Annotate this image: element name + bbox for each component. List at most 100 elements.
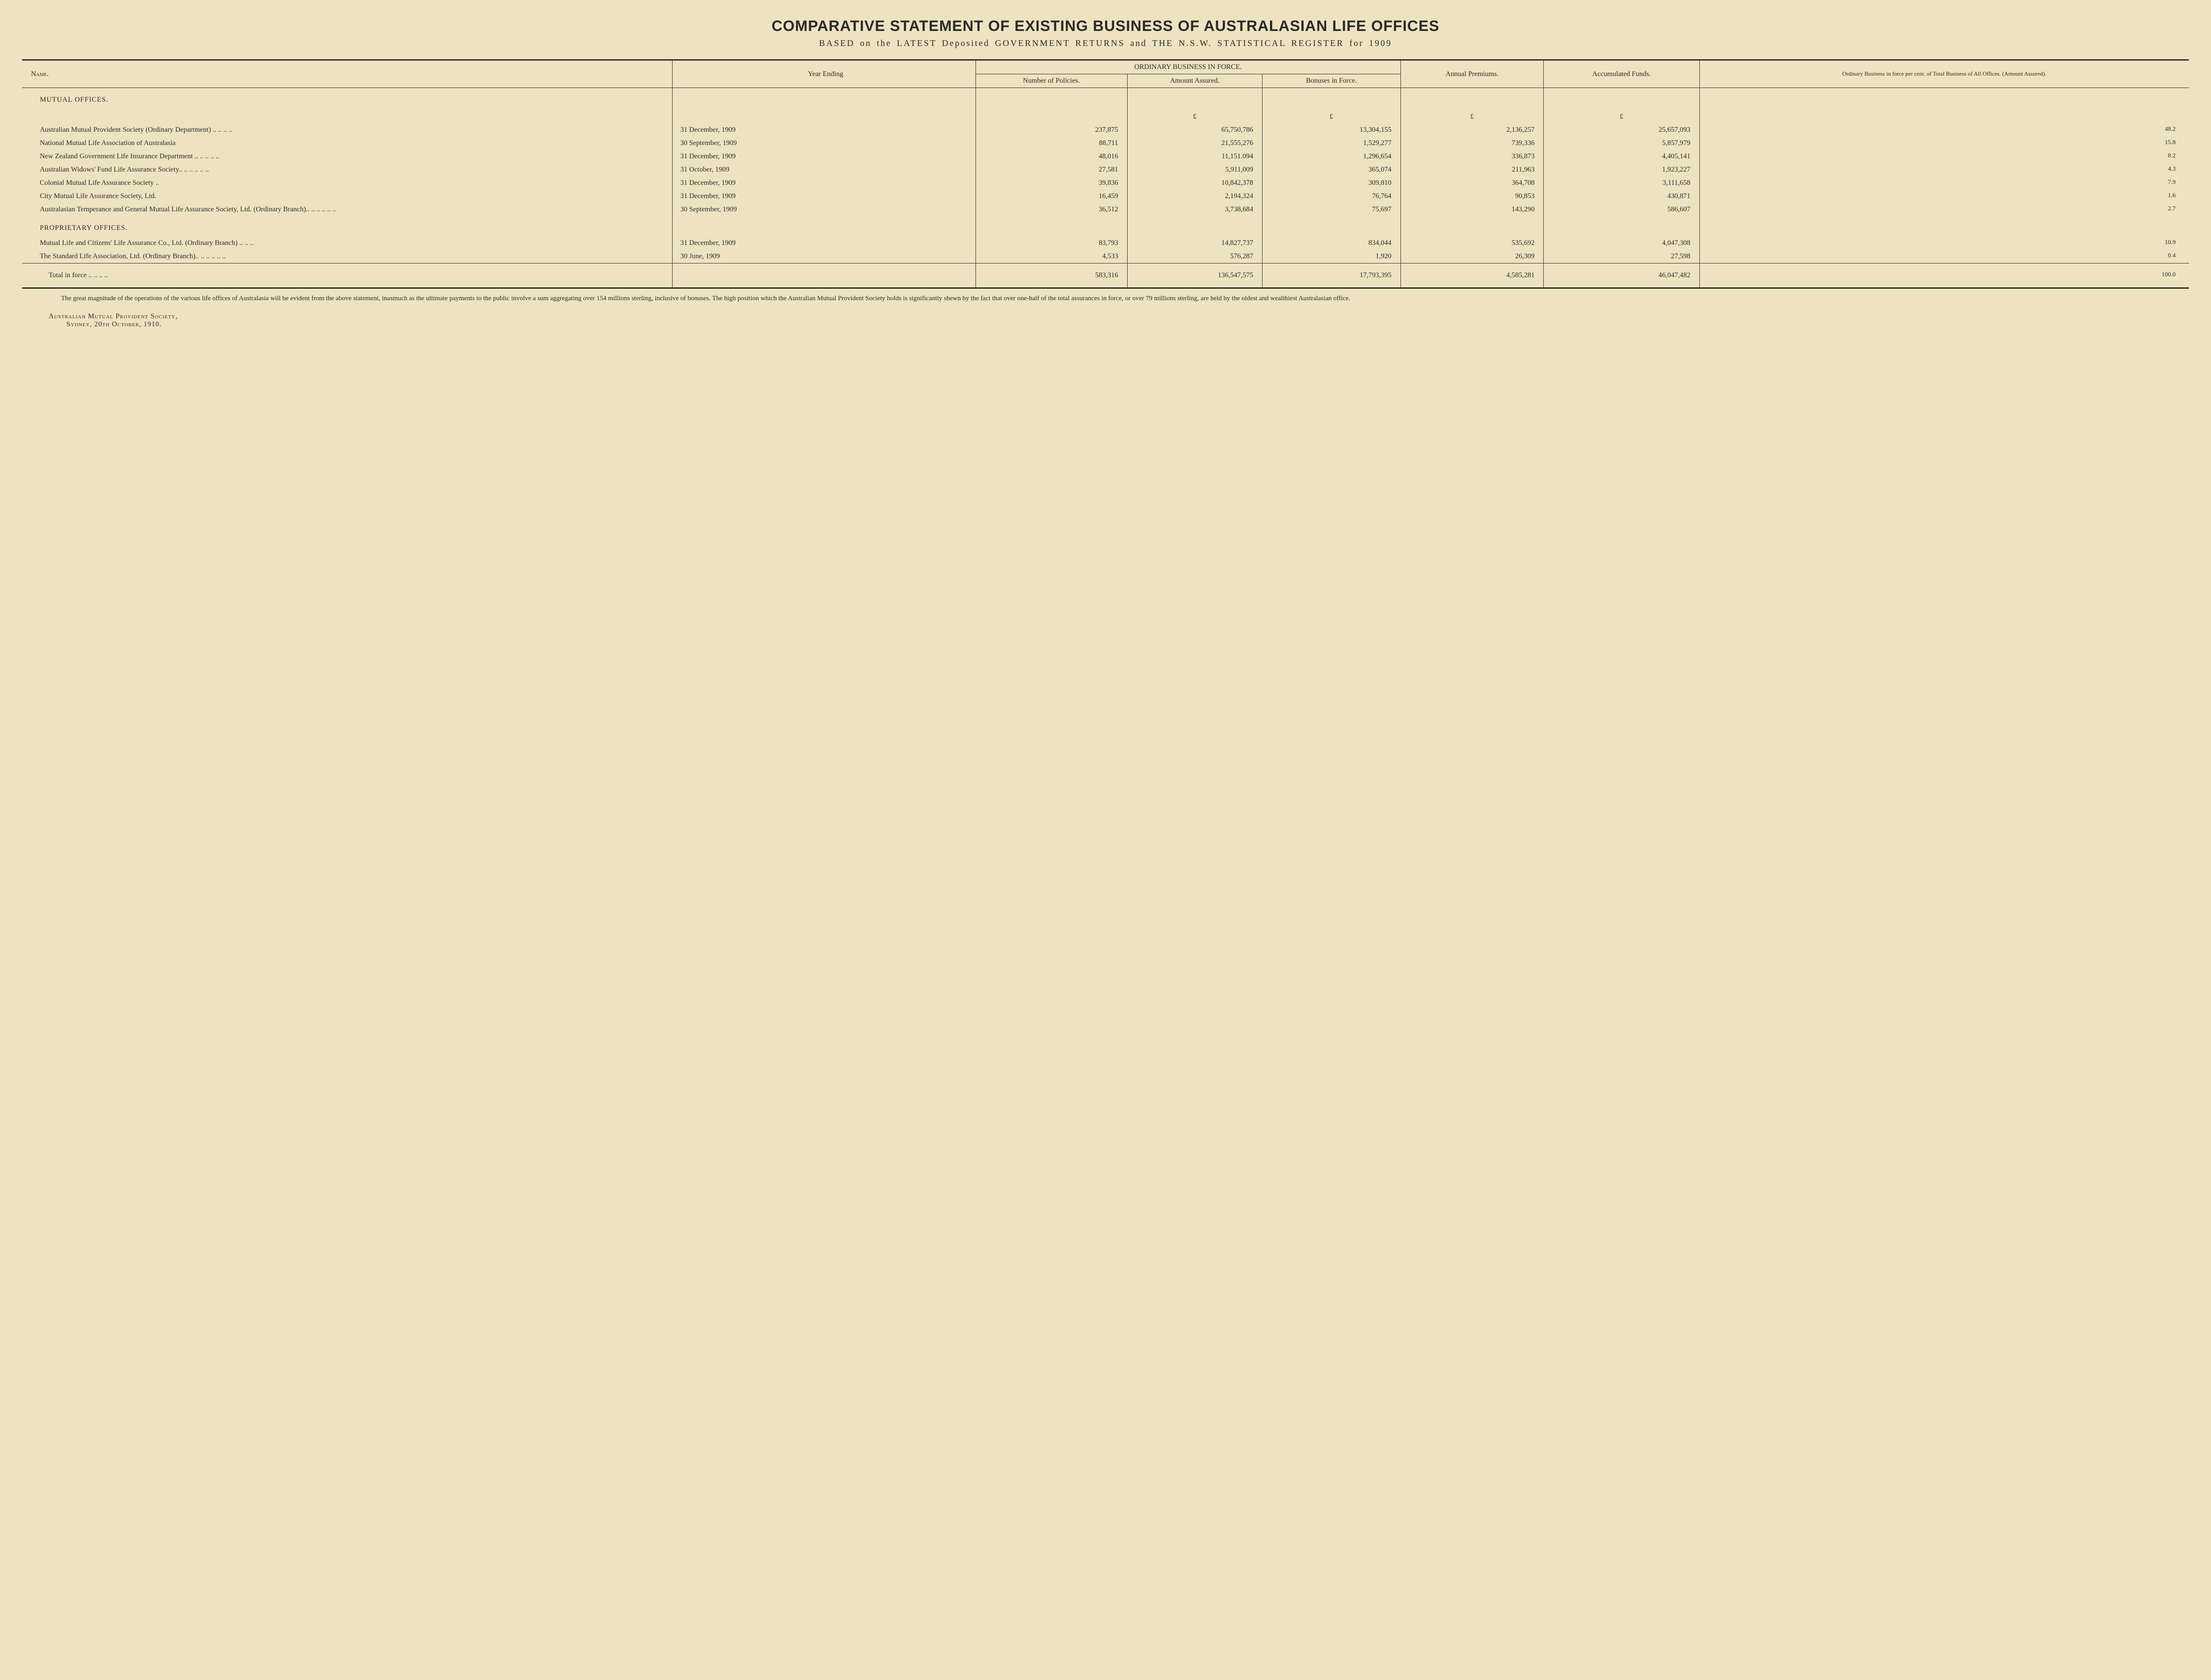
cell-bonuses: 1,296,654 xyxy=(1262,150,1401,163)
section-heading: PROPRIETARY OFFICES. xyxy=(22,216,672,237)
cell-bonuses: 1,920 xyxy=(1262,250,1401,263)
cell-amount: 3,738,684 xyxy=(1127,203,1262,216)
total-policies: 583,316 xyxy=(975,263,1127,288)
cell-premiums: 211,963 xyxy=(1400,163,1544,176)
col-premiums: Annual Premiums. xyxy=(1400,60,1544,88)
page-title: COMPARATIVE STATEMENT OF EXISTING BUSINE… xyxy=(22,18,2189,35)
col-pct: Ordinary Business in force per cent. of … xyxy=(1699,60,2189,88)
col-bonuses: Bonuses in Force. xyxy=(1262,74,1401,88)
cell-pct: 48.2 xyxy=(1699,123,2189,137)
cell-policies: 39,836 xyxy=(975,176,1127,190)
signature-place: Sydney, 20th October, 1910. xyxy=(49,321,2189,328)
cell-pct: 1.6 xyxy=(1699,190,2189,203)
cell-bonuses: 76,764 xyxy=(1262,190,1401,203)
currency-symbol: £ xyxy=(1127,108,1262,123)
cell-amount: 576,287 xyxy=(1127,250,1262,263)
currency-symbol: £ xyxy=(1400,108,1544,123)
cell-name: Australasian Temperance and General Mutu… xyxy=(22,203,672,216)
col-funds: Accumulated Funds. xyxy=(1544,60,1699,88)
cell-funds: 1,923,227 xyxy=(1544,163,1699,176)
cell-name: New Zealand Government Life Insurance De… xyxy=(22,150,672,163)
cell-policies: 16,459 xyxy=(975,190,1127,203)
comparison-table: Name. Year Ending ORDINARY BUSINESS IN F… xyxy=(22,59,2189,289)
cell-amount: 5,911,009 xyxy=(1127,163,1262,176)
cell-funds: 5,857,979 xyxy=(1544,137,1699,150)
cell-year: 30 September, 1909 xyxy=(672,137,975,150)
cell-bonuses: 1,529,277 xyxy=(1262,137,1401,150)
col-name: Name. xyxy=(22,60,672,88)
col-year: Year Ending xyxy=(672,60,975,88)
cell-policies: 27,581 xyxy=(975,163,1127,176)
cell-name: The Standard Life Association, Ltd. (Ord… xyxy=(22,250,672,263)
cell-pct: 7.9 xyxy=(1699,176,2189,190)
cell-funds: 430,871 xyxy=(1544,190,1699,203)
signature-block: Australian Mutual Provident Society, Syd… xyxy=(22,313,2189,328)
cell-pct: 0.4 xyxy=(1699,250,2189,263)
cell-year: 31 December, 1909 xyxy=(672,176,975,190)
cell-year: 30 September, 1909 xyxy=(672,203,975,216)
cell-pct: 2.7 xyxy=(1699,203,2189,216)
cell-bonuses: 834,044 xyxy=(1262,237,1401,250)
cell-amount: 11,151.094 xyxy=(1127,150,1262,163)
signature-org: Australian Mutual Provident Society, xyxy=(49,313,2189,321)
cell-year: 31 October, 1909 xyxy=(672,163,975,176)
cell-pct: 4.3 xyxy=(1699,163,2189,176)
table-row: The Standard Life Association, Ltd. (Ord… xyxy=(22,250,2189,263)
page-subtitle: BASED on the LATEST Deposited GOVERNMENT… xyxy=(22,38,2189,49)
cell-bonuses: 75,697 xyxy=(1262,203,1401,216)
col-amount: Amount Assured. xyxy=(1127,74,1262,88)
total-amount: 136,547,575 xyxy=(1127,263,1262,288)
total-pct: 100.0 xyxy=(1699,263,2189,288)
cell-year: 31 December, 1909 xyxy=(672,237,975,250)
cell-name: Mutual Life and Citizens' Life Assurance… xyxy=(22,237,672,250)
cell-premiums: 26,309 xyxy=(1400,250,1544,263)
cell-name: National Mutual Life Association of Aust… xyxy=(22,137,672,150)
cell-policies: 88,711 xyxy=(975,137,1127,150)
table-row: Colonial Mutual Life Assurance Society .… xyxy=(22,176,2189,190)
cell-amount: 14,827,737 xyxy=(1127,237,1262,250)
table-row: Australian Widows' Fund Life Assurance S… xyxy=(22,163,2189,176)
cell-premiums: 364,708 xyxy=(1400,176,1544,190)
total-premiums: 4,585,281 xyxy=(1400,263,1544,288)
table-row: New Zealand Government Life Insurance De… xyxy=(22,150,2189,163)
cell-year: 31 December, 1909 xyxy=(672,150,975,163)
cell-year: 31 December, 1909 xyxy=(672,190,975,203)
cell-premiums: 535,692 xyxy=(1400,237,1544,250)
cell-premiums: 143,290 xyxy=(1400,203,1544,216)
cell-name: Australian Widows' Fund Life Assurance S… xyxy=(22,163,672,176)
cell-funds: 4,405,141 xyxy=(1544,150,1699,163)
total-funds: 46,047,482 xyxy=(1544,263,1699,288)
cell-funds: 3,111,658 xyxy=(1544,176,1699,190)
cell-year: 31 December, 1909 xyxy=(672,123,975,137)
table-row: National Mutual Life Association of Aust… xyxy=(22,137,2189,150)
currency-symbol: £ xyxy=(1262,108,1401,123)
cell-amount: 21,555,276 xyxy=(1127,137,1262,150)
cell-year: 30 June, 1909 xyxy=(672,250,975,263)
cell-premiums: 90,853 xyxy=(1400,190,1544,203)
cell-funds: 4,047,308 xyxy=(1544,237,1699,250)
table-row: City Mutual Life Assurance Society, Ltd.… xyxy=(22,190,2189,203)
cell-amount: 2,194,324 xyxy=(1127,190,1262,203)
cell-policies: 4,533 xyxy=(975,250,1127,263)
cell-pct: 10.9 xyxy=(1699,237,2189,250)
cell-funds: 25,657,093 xyxy=(1544,123,1699,137)
cell-bonuses: 309,810 xyxy=(1262,176,1401,190)
table-row: Australian Mutual Provident Society (Ord… xyxy=(22,123,2189,137)
table-row: Australasian Temperance and General Mutu… xyxy=(22,203,2189,216)
total-row: Total in force .. .. .. ..583,316136,547… xyxy=(22,263,2189,288)
col-ordinary-group: ORDINARY BUSINESS IN FORCE. xyxy=(975,60,1400,74)
cell-funds: 27,598 xyxy=(1544,250,1699,263)
cell-name: Australian Mutual Provident Society (Ord… xyxy=(22,123,672,137)
cell-pct: 15.8 xyxy=(1699,137,2189,150)
cell-premiums: 2,136,257 xyxy=(1400,123,1544,137)
footnote-text: The great magnitude of the operations of… xyxy=(22,294,2189,303)
table-row: Mutual Life and Citizens' Life Assurance… xyxy=(22,237,2189,250)
col-policies: Number of Policies. xyxy=(975,74,1127,88)
cell-amount: 10,842,378 xyxy=(1127,176,1262,190)
cell-premiums: 336,873 xyxy=(1400,150,1544,163)
cell-funds: 586,607 xyxy=(1544,203,1699,216)
cell-premiums: 739,336 xyxy=(1400,137,1544,150)
currency-symbol: £ xyxy=(1544,108,1699,123)
cell-bonuses: 365,074 xyxy=(1262,163,1401,176)
cell-policies: 48,016 xyxy=(975,150,1127,163)
